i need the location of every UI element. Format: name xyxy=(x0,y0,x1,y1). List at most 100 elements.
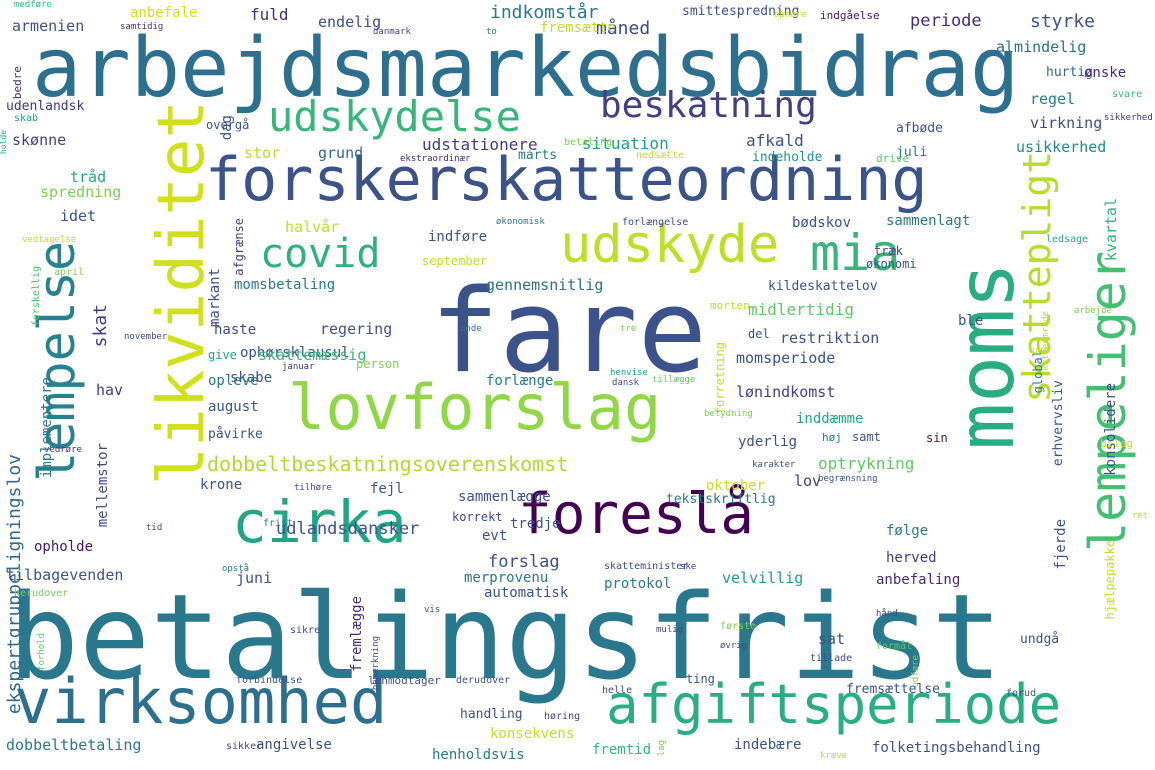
cloud-word: undgå xyxy=(1020,632,1060,647)
cloud-word: skab xyxy=(14,113,39,124)
cloud-word: restriktion xyxy=(780,329,880,347)
cloud-word: person xyxy=(356,357,400,371)
cloud-word: tråd xyxy=(70,168,107,186)
cloud-word: mulig xyxy=(656,625,684,635)
cloud-word: november xyxy=(124,332,168,342)
cloud-word: fremlægge xyxy=(349,596,365,672)
cloud-word: forlænge xyxy=(486,373,554,389)
cloud-word: kræve xyxy=(820,751,848,761)
cloud-word: indføre xyxy=(428,229,488,245)
cloud-word: sin xyxy=(926,431,948,445)
cloud-word: stor xyxy=(244,144,281,162)
cloud-word: spredning xyxy=(40,183,122,201)
cloud-word: fejl xyxy=(370,481,404,497)
cloud-word: sikkerhed xyxy=(1104,113,1153,123)
cloud-word: forbindelse xyxy=(236,675,303,686)
cloud-word: korrekt xyxy=(452,510,503,524)
cloud-word: hånd xyxy=(876,609,898,619)
cloud-word: usikkerhed xyxy=(1016,138,1107,156)
cloud-word: fremtid xyxy=(592,742,652,758)
cloud-word: covid xyxy=(260,231,381,277)
cloud-word: sammenlægge xyxy=(458,489,551,505)
cloud-word: skat xyxy=(90,304,111,348)
cloud-word: cirka xyxy=(232,488,407,556)
cloud-word: virkning xyxy=(1030,114,1103,132)
cloud-word: udskydelse xyxy=(268,92,521,141)
cloud-word: juni xyxy=(236,569,273,587)
cloud-word: svare xyxy=(1112,89,1143,100)
cloud-word: arbejdsmarkedsbidrag xyxy=(32,21,1020,116)
cloud-word: betaling xyxy=(564,137,613,148)
cloud-word: økonomisk xyxy=(496,217,545,227)
cloud-word: merprovenu xyxy=(464,570,549,586)
cloud-word: tilbagevenden xyxy=(6,566,124,584)
cloud-word: anbefale xyxy=(130,5,198,21)
cloud-word: ekstraordinær xyxy=(400,154,471,164)
cloud-word: lovforslag xyxy=(288,371,662,444)
cloud-word: holde xyxy=(0,130,8,155)
cloud-word: måned xyxy=(596,18,651,39)
cloud-word: overgå xyxy=(206,118,250,132)
cloud-word: henholdsvis xyxy=(432,747,525,763)
cloud-word: dag xyxy=(219,115,235,141)
cloud-word: herved xyxy=(886,550,937,566)
cloud-word: påvirke xyxy=(208,427,263,442)
cloud-word: sikre xyxy=(290,625,321,636)
cloud-word: samt xyxy=(852,430,881,444)
cloud-word: øvrig xyxy=(720,641,748,651)
cloud-word: implementere xyxy=(39,377,55,479)
cloud-word: momsperiode xyxy=(736,349,836,367)
cloud-word: konsekvens xyxy=(490,726,575,742)
cloud-word: fremsættelse xyxy=(846,682,940,697)
cloud-word: økonomi xyxy=(866,257,917,271)
cloud-word: forlængelse xyxy=(622,217,689,228)
cloud-word: begrænsning xyxy=(818,474,878,484)
cloud-word: tilhøre xyxy=(294,483,332,493)
cloud-word: ting xyxy=(686,672,715,686)
cloud-word: nedsætte xyxy=(636,150,685,161)
cloud-word: januar xyxy=(282,362,315,372)
cloud-word: ret xyxy=(1132,511,1149,521)
cloud-word: angivelse xyxy=(256,737,332,753)
cloud-word: ophørsklausul xyxy=(240,345,350,361)
cloud-word: karakter xyxy=(752,460,796,470)
cloud-word: mellemstor xyxy=(95,443,111,528)
cloud-word: lov xyxy=(794,472,822,490)
cloud-word: tillægge xyxy=(652,375,696,385)
cloud-word: forhold xyxy=(37,633,47,671)
cloud-word: henvise xyxy=(610,368,648,378)
cloud-word: træk xyxy=(874,244,903,258)
cloud-word: evt xyxy=(482,528,508,544)
cloud-word: sammenlagt xyxy=(886,213,971,229)
cloud-word: global xyxy=(1031,350,1045,394)
cloud-word: uge xyxy=(1032,346,1049,356)
cloud-word: forskerskatteordning xyxy=(205,145,928,215)
cloud-word: give xyxy=(208,348,237,362)
cloud-word: anbefaling xyxy=(876,572,961,588)
cloud-word: forslag xyxy=(488,552,560,572)
cloud-word: kildeskattelov xyxy=(768,279,878,294)
cloud-word: første xyxy=(720,621,757,632)
cloud-word: ønske xyxy=(1084,65,1127,81)
cloud-word: regel xyxy=(1030,90,1076,108)
cloud-word: tre xyxy=(620,324,637,334)
cloud-word: opleve xyxy=(208,373,259,389)
cloud-word: hjælpepakke xyxy=(1103,540,1117,620)
cloud-word: ekspertgruppeligningslov xyxy=(4,454,25,715)
cloud-word: arbejde xyxy=(1074,306,1112,316)
cloud-word: april xyxy=(54,267,85,278)
cloud-word: tid xyxy=(146,523,163,533)
cloud-word: betalingsfrist xyxy=(8,568,1003,706)
cloud-word: frist xyxy=(263,518,294,529)
cloud-word: skattemæssig xyxy=(258,346,367,364)
cloud-word: august xyxy=(208,399,259,415)
cloud-word: ledsage xyxy=(1046,234,1089,245)
cloud-word: styrke xyxy=(1030,11,1096,32)
cloud-word: grund xyxy=(318,144,364,162)
cloud-word: smittespredning xyxy=(682,4,800,19)
cloud-word: lønmodtager xyxy=(368,674,441,687)
cloud-word: regering xyxy=(320,320,393,338)
cloud-word: automatisk xyxy=(484,585,569,601)
cloud-word: udlandsdansker xyxy=(276,519,420,539)
cloud-word: drive xyxy=(876,152,910,165)
